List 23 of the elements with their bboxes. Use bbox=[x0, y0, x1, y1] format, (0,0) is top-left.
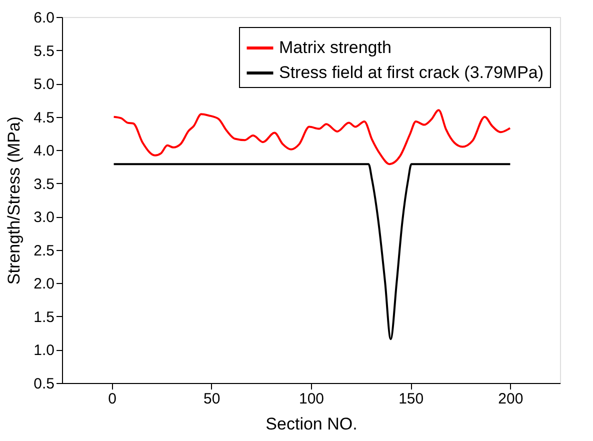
y-tick-label: 5.5 bbox=[34, 42, 54, 60]
y-axis-title: Strength/Stress (MPa) bbox=[4, 116, 24, 285]
x-tick-label: 0 bbox=[108, 390, 116, 408]
legend-label: Matrix strength bbox=[279, 38, 392, 57]
y-tick-label: 3.5 bbox=[34, 176, 54, 193]
y-tick-label: 1.0 bbox=[34, 342, 54, 360]
x-tick-label: 100 bbox=[298, 390, 324, 408]
x-tick-label: 200 bbox=[498, 390, 524, 408]
y-tick-label: 5.0 bbox=[34, 76, 54, 94]
line-series bbox=[112, 109, 511, 166]
line-series bbox=[112, 163, 512, 340]
y-tick-label: 2.5 bbox=[34, 242, 54, 260]
y-tick-label: 4.5 bbox=[34, 109, 54, 126]
y-tick-label: 1.5 bbox=[34, 308, 54, 326]
legend-label: Stress field at first crack (3.79MPa) bbox=[279, 63, 544, 82]
x-axis-title: Section NO. bbox=[266, 414, 358, 434]
y-tick-label: 4.0 bbox=[34, 142, 54, 160]
y-tick-label: 2.0 bbox=[34, 276, 54, 293]
y-tick-label: 6.0 bbox=[34, 10, 54, 26]
y-tick-label: 0.5 bbox=[34, 376, 54, 392]
y-tick-label: 3.0 bbox=[34, 209, 54, 226]
x-tick-label: 150 bbox=[398, 390, 424, 408]
x-tick-label: 50 bbox=[204, 390, 220, 408]
